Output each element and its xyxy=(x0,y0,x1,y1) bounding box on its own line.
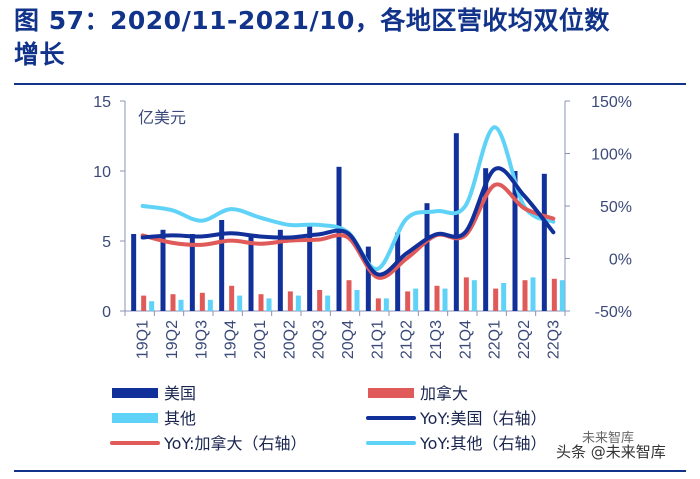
bar-其他-21Q1 xyxy=(383,298,389,311)
axes-group: 0 5 10 15 -50% 0% 50% 100% 150% 亿美元 xyxy=(93,94,632,321)
bar-加拿大-21Q3 xyxy=(434,285,440,311)
bar-加拿大-19Q4 xyxy=(229,285,235,311)
bar-美国-19Q3 xyxy=(189,234,195,311)
bar-加拿大-19Q2 xyxy=(170,294,176,311)
bar-其他-20Q1 xyxy=(266,298,272,311)
figure-title-line-1: 图 57：2020/11-2021/10，各地区营收均双位数 xyxy=(14,6,610,35)
legend-swatch-其他 xyxy=(112,413,158,423)
bar-美国-20Q1 xyxy=(248,234,254,311)
legend-label-其他: 其他 xyxy=(164,409,196,428)
bar-其他-19Q3 xyxy=(207,299,213,311)
bar-其他-21Q2 xyxy=(413,288,419,311)
left-tick-label: 5 xyxy=(102,234,111,251)
watermark-badge: 未来智库 xyxy=(582,431,635,446)
line-YoY:其他（右轴） xyxy=(140,125,556,271)
bar-美国-19Q4 xyxy=(219,220,225,311)
figure-title: 图 57：2020/11-2021/10，各地区营收均双位数 增长 xyxy=(14,4,686,72)
bar-美国-19Q1 xyxy=(131,234,137,311)
x-tick-labels: 19Q1 19Q2 19Q3 19Q4 20Q1 20Q2 20Q3 20Q4 21Q1 21Q2… xyxy=(135,320,563,359)
right-tick-label: 0% xyxy=(609,252,632,269)
bar-加拿大-21Q1 xyxy=(375,298,381,311)
bar-加拿大-22Q2 xyxy=(522,280,528,311)
bar-美国-19Q2 xyxy=(160,229,166,311)
x-tick-label-20Q4: 20Q4 xyxy=(340,320,357,359)
bar-美国-21Q2 xyxy=(395,232,401,311)
legend-label-YoY:美国（右轴）: YoY:美国（右轴） xyxy=(419,409,546,428)
bar-加拿大-20Q4 xyxy=(346,280,352,311)
bar-加拿大-20Q3 xyxy=(317,290,323,311)
bar-其他-20Q4 xyxy=(354,290,360,311)
bar-加拿大-21Q4 xyxy=(463,277,469,311)
bar-美国-21Q4 xyxy=(453,133,459,311)
bar-其他-22Q1 xyxy=(501,283,507,311)
x-tick-label-21Q3: 21Q3 xyxy=(428,320,445,359)
bar-美国-22Q3 xyxy=(541,173,547,311)
bar-加拿大-19Q3 xyxy=(199,292,205,311)
bar-加拿大-22Q3 xyxy=(551,278,557,311)
bar-其他-22Q3 xyxy=(559,280,565,311)
x-tick-label-21Q1: 21Q1 xyxy=(369,320,386,359)
legend-label-YoY:加拿大（右轴）: YoY:加拿大（右轴） xyxy=(163,434,306,453)
line-YoY:美国（右轴） xyxy=(140,166,556,277)
x-tick-label-20Q2: 20Q2 xyxy=(281,320,298,359)
bar-加拿大-20Q2 xyxy=(287,291,293,311)
x-tick-label-19Q4: 19Q4 xyxy=(223,320,240,359)
x-tick-label-20Q1: 20Q1 xyxy=(252,320,269,359)
x-tick-label-19Q2: 19Q2 xyxy=(164,320,181,359)
bar-美国-20Q3 xyxy=(307,224,313,311)
bar-美国-21Q1 xyxy=(365,246,371,311)
x-tick-label-21Q4: 21Q4 xyxy=(457,320,474,359)
unit-label: 亿美元 xyxy=(138,109,186,127)
bar-加拿大-22Q1 xyxy=(493,288,499,311)
left-tick-label: 10 xyxy=(93,164,111,181)
x-tick-label-20Q3: 20Q3 xyxy=(311,320,328,359)
bar-美国-22Q2 xyxy=(512,171,518,311)
x-tick-label-19Q3: 19Q3 xyxy=(193,320,210,359)
right-tick-label: 150% xyxy=(591,94,632,111)
lines-group xyxy=(140,125,556,280)
bar-其他-21Q3 xyxy=(442,288,448,311)
bar-其他-19Q2 xyxy=(178,299,184,311)
bar-其他-20Q3 xyxy=(325,295,331,311)
figure-title-line-2: 增长 xyxy=(14,40,66,69)
bar-加拿大-20Q1 xyxy=(258,294,264,311)
x-tick-label-22Q2: 22Q2 xyxy=(516,320,533,359)
bottom-divider xyxy=(14,470,686,472)
bar-美国-20Q2 xyxy=(277,229,283,311)
x-tick-label-22Q3: 22Q3 xyxy=(545,320,562,359)
right-tick-label: 100% xyxy=(591,147,632,164)
bar-加拿大-19Q1 xyxy=(141,295,147,311)
bar-其他-22Q2 xyxy=(530,277,536,311)
bar-美国-21Q3 xyxy=(424,203,430,311)
right-tick-label: 50% xyxy=(600,199,632,216)
legend-swatch-加拿大 xyxy=(368,388,414,398)
left-tick-label: 0 xyxy=(102,304,111,321)
left-tick-label: 15 xyxy=(93,94,111,111)
bar-美国-22Q1 xyxy=(483,168,489,311)
watermark: 头条 @未来智库 xyxy=(556,443,666,461)
bar-其他-21Q4 xyxy=(471,280,477,311)
legend-label-加拿大: 加拿大 xyxy=(420,384,468,403)
legend-swatch-美国 xyxy=(112,388,158,398)
x-tick-label-22Q1: 22Q1 xyxy=(487,320,504,359)
bar-其他-19Q4 xyxy=(237,295,243,311)
x-tick-label-21Q2: 21Q2 xyxy=(399,320,416,359)
legend-label-YoY:其他（右轴）: YoY:其他（右轴） xyxy=(419,434,546,453)
bar-其他-20Q2 xyxy=(295,295,301,311)
right-tick-label: -50% xyxy=(595,304,632,321)
line-YoY:加拿大（右轴） xyxy=(140,182,556,280)
bar-美国-20Q4 xyxy=(336,166,342,311)
legend-label-美国: 美国 xyxy=(164,384,196,403)
bars-group xyxy=(131,133,565,311)
x-tick-label-19Q1: 19Q1 xyxy=(135,320,152,359)
bar-加拿大-21Q2 xyxy=(405,291,411,311)
bar-其他-19Q1 xyxy=(149,301,155,311)
title-divider xyxy=(14,83,686,85)
